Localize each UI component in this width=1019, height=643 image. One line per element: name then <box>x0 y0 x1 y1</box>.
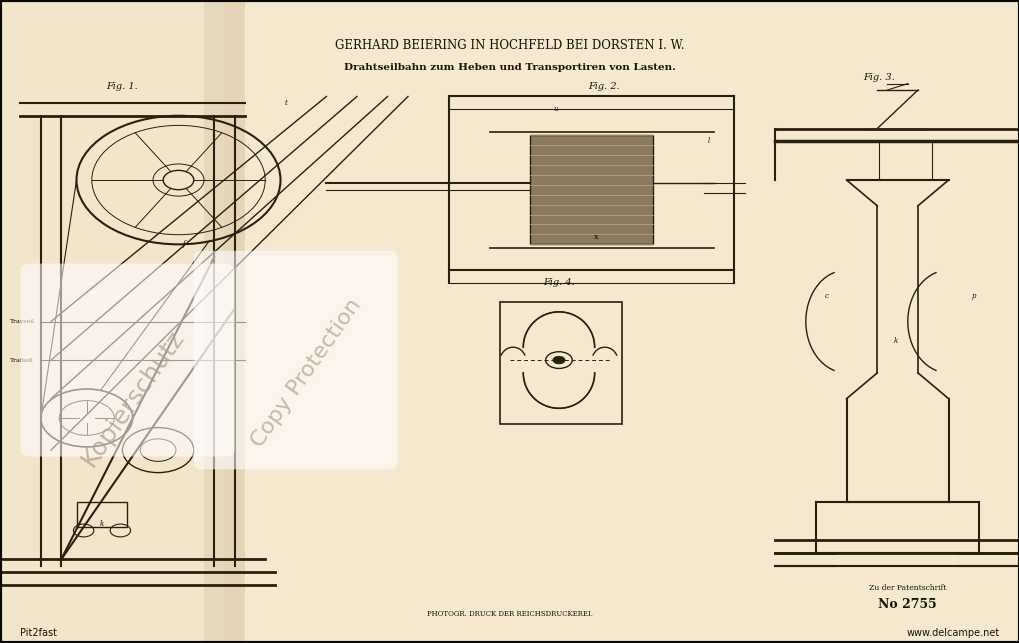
Text: l: l <box>707 138 709 145</box>
Bar <box>204 0 245 643</box>
Text: k: k <box>893 337 897 345</box>
Text: Kopierschutz: Kopierschutz <box>76 326 189 471</box>
Text: Trafseil: Trafseil <box>10 358 34 363</box>
Text: Pit2fast: Pit2fast <box>20 628 57 638</box>
Text: u: u <box>553 105 557 113</box>
Text: f: f <box>182 240 184 248</box>
Bar <box>499 302 622 424</box>
Text: Fig. 4.: Fig. 4. <box>542 278 575 287</box>
Text: No 2755: No 2755 <box>877 598 936 611</box>
Text: www.delcampe.net: www.delcampe.net <box>906 628 999 638</box>
Text: c: c <box>823 292 827 300</box>
Text: GERHARD BEIERING IN HOCHFELD BEI DORSTEN I. W.: GERHARD BEIERING IN HOCHFELD BEI DORSTEN… <box>335 39 684 51</box>
FancyBboxPatch shape <box>20 264 234 457</box>
Text: Zu der Patentschrift: Zu der Patentschrift <box>868 584 946 592</box>
Text: Fig. 1.: Fig. 1. <box>106 82 139 91</box>
Text: Fig. 2.: Fig. 2. <box>587 82 620 91</box>
Text: Trayseil: Trayseil <box>10 319 36 324</box>
Text: Copy Protection: Copy Protection <box>247 295 365 451</box>
Bar <box>76 502 127 527</box>
Text: PHOTOGR. DRUCK DER REICHSDRUCKEREI.: PHOTOGR. DRUCK DER REICHSDRUCKEREI. <box>427 610 592 618</box>
Bar <box>0 0 224 643</box>
Text: t: t <box>284 99 286 107</box>
Text: Fig. 3.: Fig. 3. <box>862 73 895 82</box>
Text: x: x <box>594 233 598 240</box>
Bar <box>530 135 652 244</box>
Text: Drahtseilbahn zum Heben und Transportiren von Lasten.: Drahtseilbahn zum Heben und Transportire… <box>343 63 676 72</box>
Circle shape <box>552 356 565 364</box>
FancyBboxPatch shape <box>194 251 397 469</box>
Text: k: k <box>100 520 104 528</box>
Text: p: p <box>971 292 975 300</box>
